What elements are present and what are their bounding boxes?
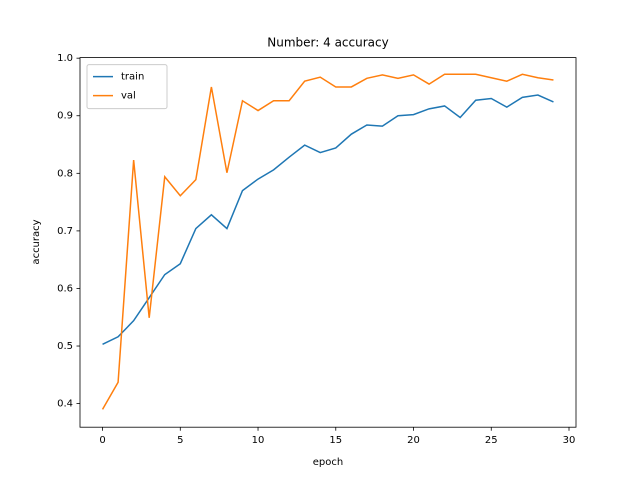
y-tick-label: 0.4	[57, 399, 73, 410]
legend-label: train	[121, 72, 144, 83]
y-tick-label: 0.5	[57, 341, 73, 352]
y-tick-label: 1.0	[57, 53, 73, 64]
y-tick-label: 0.6	[57, 283, 73, 294]
y-tick-label: 0.9	[57, 111, 73, 122]
x-tick-label: 5	[177, 435, 183, 446]
x-tick-label: 30	[563, 435, 576, 446]
x-axis-label: epoch	[313, 457, 343, 468]
legend-box	[86, 64, 168, 110]
x-tick-label: 15	[329, 435, 342, 446]
axes-frame	[79, 57, 577, 428]
series-line	[101, 73, 554, 410]
x-tick-label: 25	[485, 435, 498, 446]
y-tick-label: 0.8	[57, 168, 73, 179]
y-tick-label: 0.7	[57, 226, 73, 237]
x-tick-label: 0	[99, 435, 105, 446]
plot-area: 0 5 10 15 20 25 30 0.4 0.5 0.6 0.7 0.8 0.9 1.0 train va…	[57, 53, 575, 446]
legend-label: val	[121, 91, 136, 102]
x-tick-label: 20	[407, 435, 420, 446]
y-axis-label: accuracy	[31, 219, 42, 264]
x-tick-label: 10	[252, 435, 265, 446]
series-line	[102, 94, 554, 345]
chart-title: Number: 4 accuracy	[267, 36, 388, 50]
